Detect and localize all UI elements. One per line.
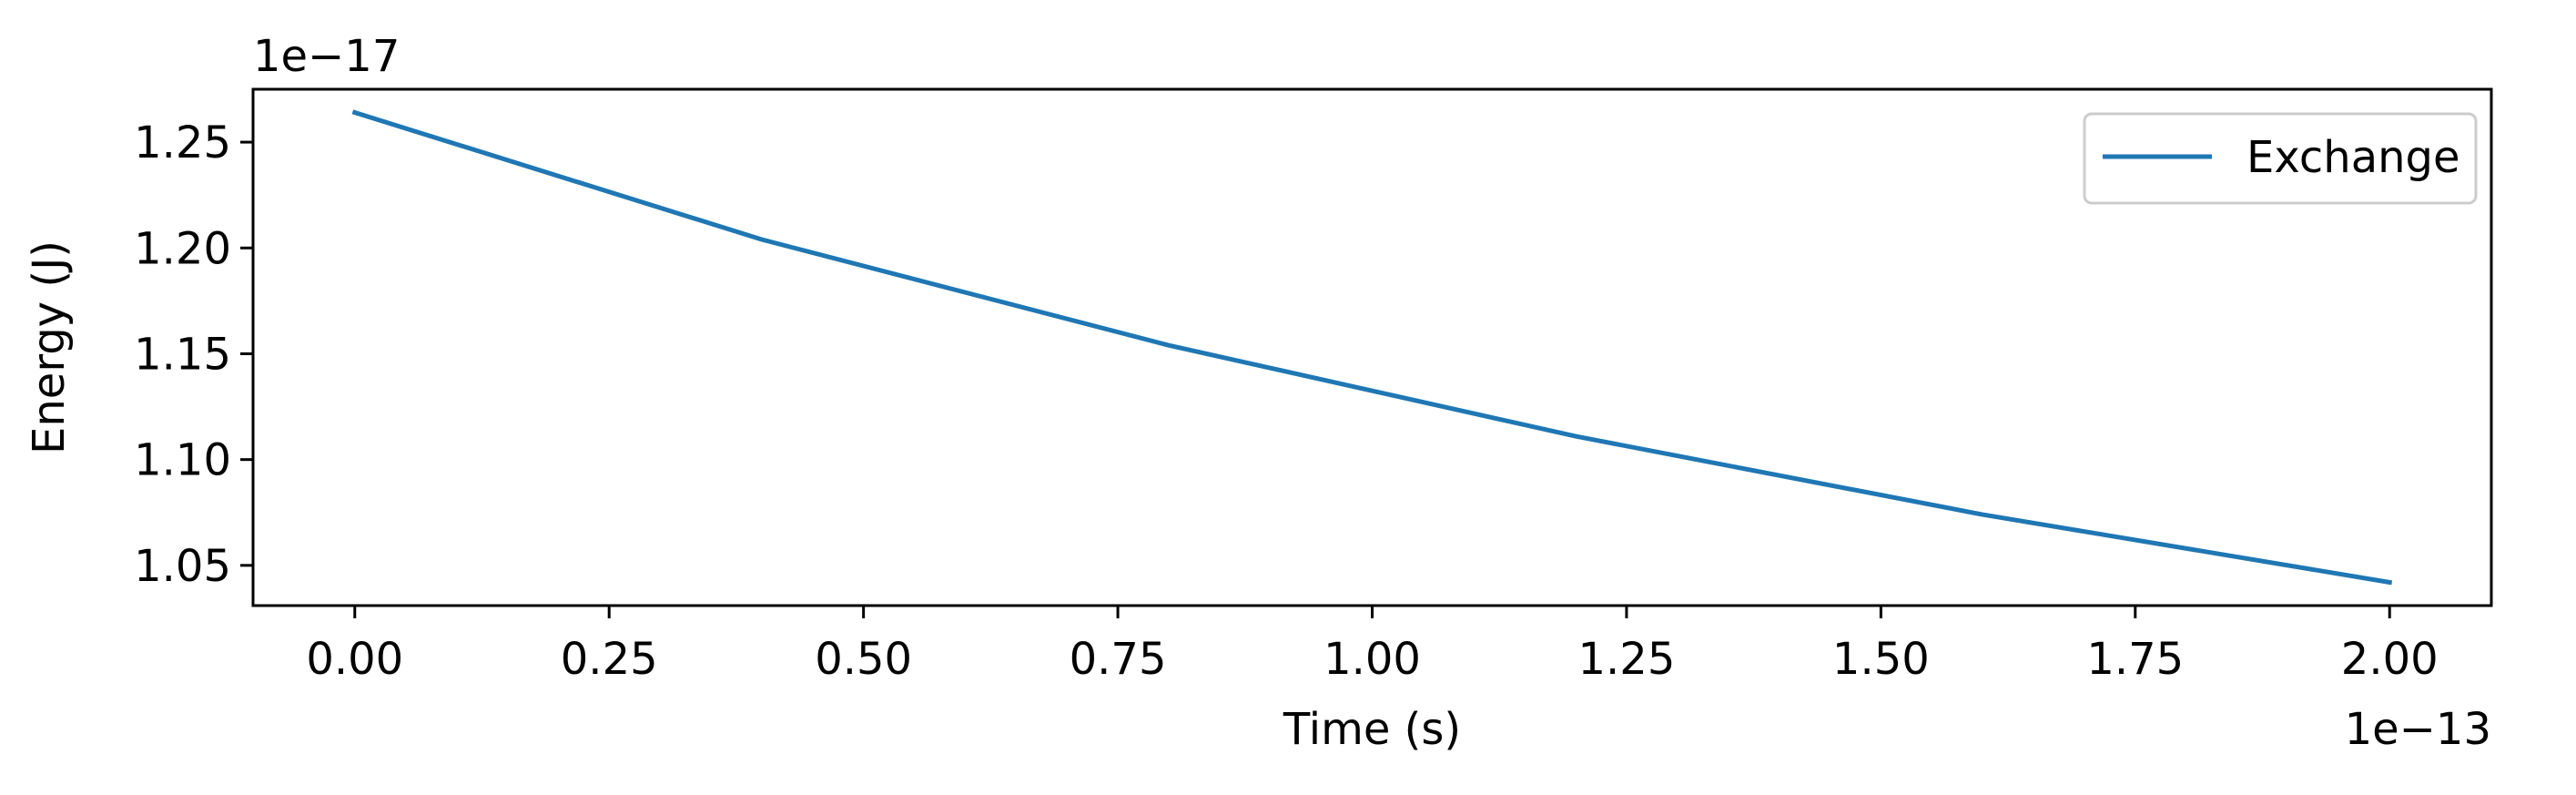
x-offset-text: 1e−13	[2345, 704, 2491, 755]
y-tick-label: 1.05	[134, 541, 231, 592]
y-offset-text: 1e−17	[253, 31, 400, 82]
plot-area	[351, 109, 2393, 586]
legend: Exchange	[2083, 112, 2478, 205]
y-axis: 1.05 1.10 1.15 1.20 1.25	[134, 117, 253, 592]
x-tick-label: 2.00	[2341, 634, 2439, 685]
axes-frame	[251, 87, 2493, 607]
x-tick-label: 0.00	[306, 634, 403, 685]
legend-box	[2083, 112, 2478, 205]
legend-label-exchange: Exchange	[2246, 132, 2460, 183]
x-axis-label: Time (s)	[1283, 704, 1461, 755]
x-axis: 0.00 0.25 0.50 0.75 1.00 1.25 1.50 1.75 2.00	[306, 606, 2439, 685]
x-tick-label: 1.25	[1577, 634, 1675, 685]
x-tick-label: 0.25	[561, 634, 658, 685]
y-tick-label: 1.10	[134, 435, 231, 486]
x-tick-label: 0.50	[815, 634, 912, 685]
x-tick-label: 1.50	[1832, 634, 1930, 685]
y-axis-label: Energy (J)	[24, 240, 75, 454]
x-tick-label: 1.75	[2086, 634, 2184, 685]
x-tick-label: 1.00	[1323, 634, 1421, 685]
y-tick-label: 1.25	[134, 117, 231, 168]
y-tick-label: 1.15	[134, 329, 231, 380]
y-tick-label: 1.20	[134, 223, 231, 274]
x-tick-label: 0.75	[1070, 634, 1167, 685]
series-line-exchange	[351, 109, 2393, 586]
